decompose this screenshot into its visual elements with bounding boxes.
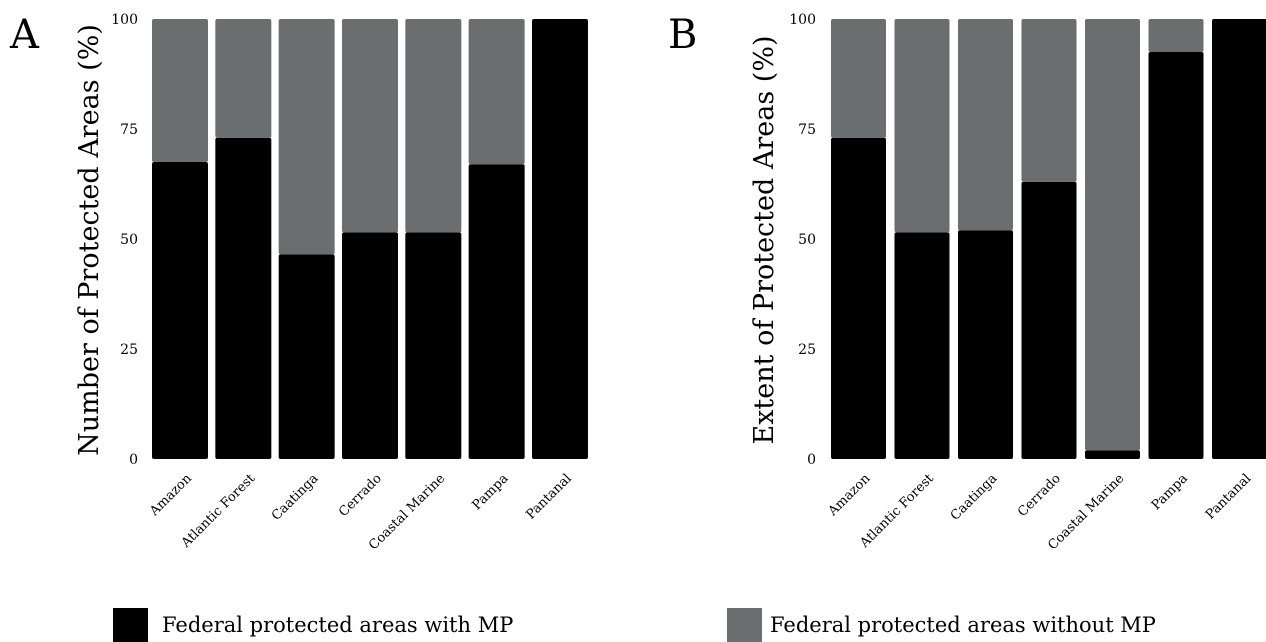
panel-a-x-tick-label-pantanal: Pantanal — [524, 471, 575, 522]
panel-a-x-tick-label-amazon: Amazon — [146, 471, 195, 520]
panel-a-bar-amazon-without-mp — [152, 19, 208, 162]
panel-b-bar-atlantic-forest-with-mp — [894, 232, 950, 459]
panel-a-bar-pampa-with-mp — [468, 164, 525, 459]
panel-a-bar-cerrado-with-mp — [341, 232, 398, 459]
panel-b-bar-pampa-with-mp — [1148, 52, 1204, 459]
panel-b-bar-cerrado-without-mp — [1021, 19, 1077, 182]
legend: Federal protected areas with MP Federal … — [113, 608, 1156, 642]
panel-b-y-tick-label-100: 100 — [789, 12, 816, 28]
panel-b-bar-pantanal-with-mp — [1212, 19, 1266, 459]
panel-b-x-tick-label-pantanal: Pantanal — [1203, 471, 1254, 522]
panel-b-bar-caatinga-without-mp — [958, 19, 1013, 231]
panel-b-y-tick-label-50: 50 — [798, 232, 816, 248]
panel-b-bar-caatinga-with-mp — [958, 230, 1013, 459]
panel-a-y-tick-label-0: 0 — [129, 452, 138, 468]
panel-b-letter: B — [668, 12, 697, 58]
panel-a-y-tick-label-50: 50 — [120, 232, 138, 248]
panel-a-x-tick-label-cerrado: Cerrado — [336, 471, 385, 520]
panel-a-y-tick-label-25: 25 — [120, 342, 138, 358]
legend-swatch-without-mp — [727, 608, 762, 642]
panel-a-x-tick-label-caatinga: Caatinga — [269, 471, 322, 524]
panel-a-bar-pampa-without-mp — [468, 19, 525, 165]
panel-a-y-axis-label: Number of Protected Areas (%) — [74, 24, 105, 456]
panel-b-bar-pampa-without-mp — [1148, 19, 1204, 52]
panel-a-bar-amazon-with-mp — [152, 162, 208, 459]
panel-b-bar-atlantic-forest-without-mp — [894, 19, 950, 233]
panel-a-bar-atlantic-forest-with-mp — [215, 137, 272, 460]
panel-b-y-tick-label-25: 25 — [798, 342, 816, 358]
panel-a-bar-atlantic-forest-without-mp — [215, 19, 272, 138]
panel-b-bar-coastal-marine-without-mp — [1085, 19, 1140, 451]
legend-swatch-with-mp — [113, 608, 148, 642]
panel-b-x-tick-label-caatinga: Caatinga — [948, 471, 1001, 524]
panel-a-bar-coastal-marine-without-mp — [405, 19, 462, 233]
panel-a-bar-caatinga-with-mp — [278, 254, 335, 459]
panel-a-bar-pantanal-with-mp — [531, 19, 588, 459]
legend-label-without-mp: Federal protected areas without MP — [770, 613, 1156, 637]
panel-a-y-tick-label-100: 100 — [111, 12, 138, 28]
panel-a-bar-cerrado-without-mp — [341, 19, 398, 233]
panel-b-bar-amazon-without-mp — [831, 19, 886, 138]
panel-b-bar-coastal-marine-with-mp — [1085, 450, 1140, 459]
panel-b-x-tick-label-pampa: Pampa — [1149, 471, 1191, 513]
panel-a-x-tick-label-pampa: Pampa — [470, 471, 512, 513]
panel-a-letter: A — [9, 12, 40, 58]
panel-a-chart: A Number of Protected Areas (%) 0 25 50 75 1… — [9, 12, 588, 553]
panel-b-x-tick-label-amazon: Amazon — [825, 471, 874, 520]
panel-b-x-tick-label-cerrado: Cerrado — [1015, 471, 1064, 520]
panel-a-bar-coastal-marine-with-mp — [405, 232, 462, 459]
panel-b-chart: B Extent of Protected Areas (%) 0 25 50 75 1… — [668, 12, 1266, 553]
panel-b-y-axis-label: Extent of Protected Areas (%) — [749, 35, 780, 444]
panel-b-y-tick-label-0: 0 — [807, 452, 816, 468]
panel-a-bar-caatinga-without-mp — [278, 19, 335, 255]
panel-b-bar-cerrado-with-mp — [1021, 181, 1077, 460]
legend-label-with-mp: Federal protected areas with MP — [162, 613, 513, 637]
panel-a-y-tick-label-75: 75 — [120, 122, 138, 138]
panel-b-y-tick-label-75: 75 — [798, 122, 816, 138]
panel-b-bar-amazon-with-mp — [831, 137, 886, 460]
